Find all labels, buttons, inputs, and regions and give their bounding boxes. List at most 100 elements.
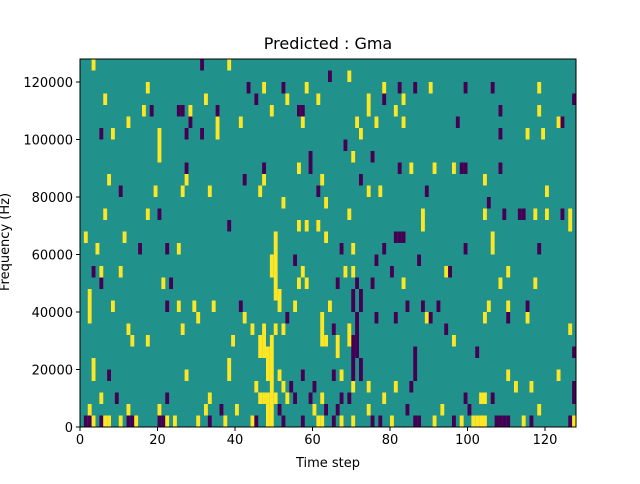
chart-title: Predicted : Gma xyxy=(264,34,392,53)
y-tick-label: 40000 xyxy=(32,306,73,321)
heatmap-cell xyxy=(401,277,406,289)
heatmap-cell xyxy=(572,381,576,393)
heatmap-cell xyxy=(339,415,344,427)
heatmap-cell xyxy=(122,231,127,243)
heatmap-cell xyxy=(409,381,414,393)
heatmap-cell xyxy=(200,128,204,140)
heatmap-cell xyxy=(126,323,131,335)
x-tick-label: 80 xyxy=(382,433,399,448)
heatmap-cell xyxy=(572,415,576,427)
y-tick-label: 0 xyxy=(65,421,73,436)
heatmap-cell xyxy=(347,70,352,82)
heatmap-cell xyxy=(525,128,530,140)
heatmap-cell xyxy=(397,162,402,174)
heatmap-cell xyxy=(409,162,414,174)
heatmap-cell xyxy=(498,105,503,117)
heatmap-cell xyxy=(266,415,270,427)
heatmap-cell xyxy=(560,208,565,220)
heatmap-cell xyxy=(304,220,309,232)
heatmap-cell xyxy=(351,381,356,393)
heatmap-cell xyxy=(269,381,274,393)
heatmap-cell xyxy=(289,381,294,393)
heatmap-cell xyxy=(145,82,150,94)
heatmap-cell xyxy=(281,415,286,427)
heatmap-cell xyxy=(556,369,561,381)
heatmap-cell xyxy=(99,277,104,289)
heatmap-cell xyxy=(118,266,123,278)
heatmap-cell xyxy=(401,93,406,105)
heatmap-cell xyxy=(153,185,158,197)
heatmap-cell xyxy=(204,404,208,416)
heatmap-cell xyxy=(498,128,503,140)
heatmap-cell xyxy=(204,93,208,105)
heatmap-cell xyxy=(324,335,328,347)
heatmap-cell xyxy=(145,335,150,347)
heatmap-cell xyxy=(297,220,301,232)
heatmap-cell xyxy=(316,93,321,105)
heatmap-cell xyxy=(421,208,425,220)
heatmap-cell xyxy=(211,300,216,312)
heatmap-cell xyxy=(192,300,197,312)
heatmap-cell xyxy=(269,335,274,381)
x-tick-label: 20 xyxy=(149,433,166,448)
heatmap-cell xyxy=(277,289,282,312)
heatmap-cell xyxy=(471,415,476,427)
heatmap-cell xyxy=(269,392,274,404)
heatmap-cell xyxy=(440,404,445,416)
heatmap-cell xyxy=(347,392,352,404)
heatmap-cell xyxy=(176,105,181,117)
heatmap-cell xyxy=(537,404,542,416)
heatmap-cell xyxy=(459,162,464,174)
heatmap-cell xyxy=(324,404,328,416)
heatmap-cell xyxy=(533,208,538,220)
heatmap-cell xyxy=(382,82,387,94)
heatmap-cell xyxy=(99,415,104,427)
heatmap-cell xyxy=(254,381,259,393)
heatmap-cell xyxy=(312,381,317,393)
heatmap-cell xyxy=(479,392,483,404)
heatmap-cell xyxy=(331,323,336,335)
heatmap-cell xyxy=(490,82,495,94)
heatmap-cell xyxy=(339,369,344,381)
heatmap-cell xyxy=(413,346,418,381)
heatmap-cell xyxy=(273,254,278,278)
heatmap-cell xyxy=(258,335,263,358)
y-tick-label: 100000 xyxy=(23,134,73,149)
heatmap-cell xyxy=(87,312,92,324)
heatmap-cell xyxy=(428,312,433,324)
heatmap-cell xyxy=(436,300,441,312)
heatmap-cell xyxy=(266,404,270,416)
heatmap-cell xyxy=(87,289,92,312)
heatmap-cell xyxy=(521,415,526,427)
heatmap-cell xyxy=(269,254,274,278)
heatmap-cell xyxy=(490,231,495,255)
heatmap-cell xyxy=(300,369,305,381)
heatmap-cell xyxy=(351,266,356,278)
heatmap-cell xyxy=(428,82,433,94)
heatmap-cell xyxy=(506,266,511,278)
heatmap-cell xyxy=(537,82,542,94)
heatmap-cell xyxy=(545,185,549,197)
heatmap-cell xyxy=(118,415,123,427)
heatmap-cell xyxy=(118,185,123,197)
heatmap-cell xyxy=(242,312,247,324)
heatmap-cell xyxy=(335,277,340,289)
heatmap-cell xyxy=(273,392,278,404)
plot-area xyxy=(79,58,577,428)
heatmap-cell xyxy=(277,404,282,416)
y-axis-label: Frequency (Hz) xyxy=(0,193,13,291)
heatmap-cell xyxy=(324,231,328,243)
heatmap-cell xyxy=(103,208,108,220)
heatmap-cell xyxy=(91,266,96,278)
heatmap-cell xyxy=(320,312,325,335)
heatmap-cell xyxy=(444,266,449,278)
x-tick-label: 100 xyxy=(455,433,480,448)
heatmap-cell xyxy=(262,82,266,94)
heatmap-cell xyxy=(452,415,456,427)
heatmap-cell xyxy=(366,404,371,416)
heatmap-cell xyxy=(463,392,468,404)
heatmap-cell xyxy=(355,277,359,289)
heatmap-cell xyxy=(355,312,359,358)
heatmap-cell xyxy=(300,116,305,128)
heatmap-cell xyxy=(83,231,88,243)
